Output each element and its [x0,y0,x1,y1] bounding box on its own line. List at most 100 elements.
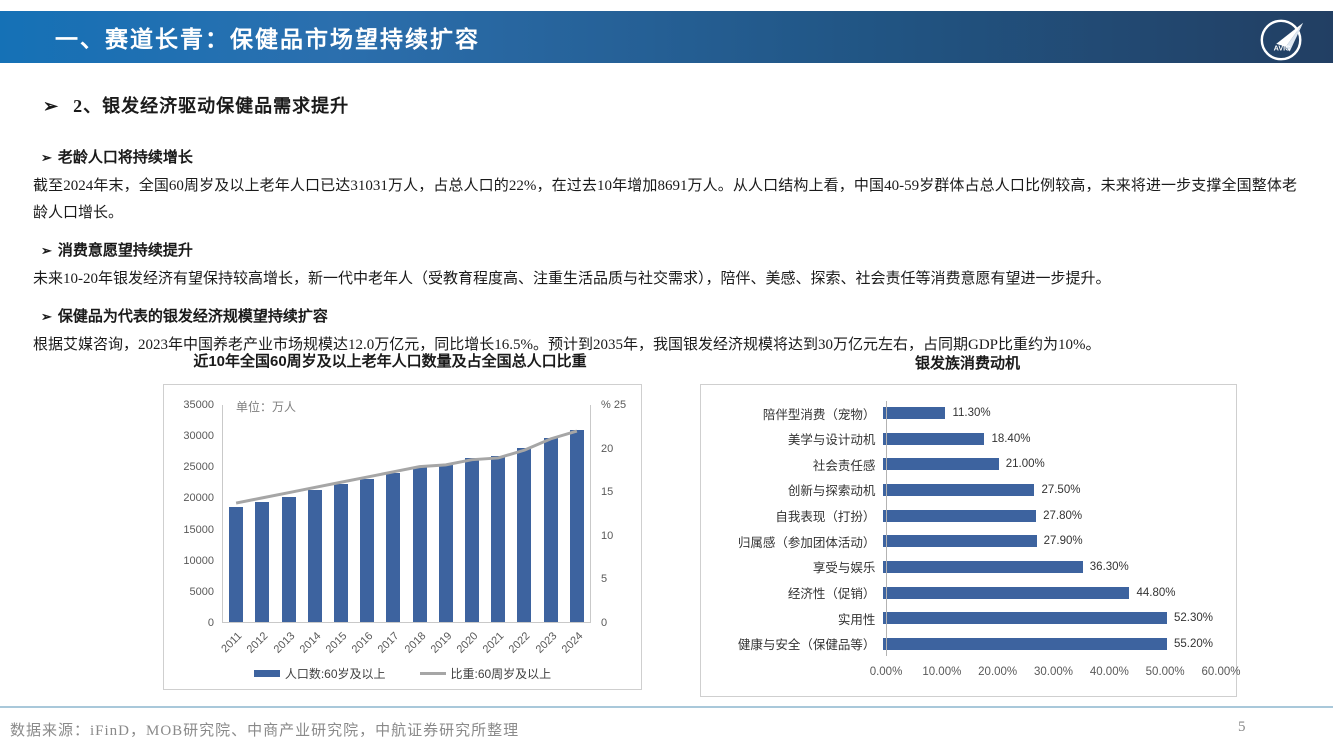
data-label: 55.20% [1173,637,1213,650]
x-axis-tick-label: 50.00% [1145,666,1185,678]
x-axis-tick-label: 2020 [454,630,481,656]
motivation-bar [883,586,1130,599]
data-label: 44.80% [1136,586,1176,599]
y-axis-tick: 15 [601,486,614,499]
x-axis-tick-label: 2021 [480,630,507,656]
subsection-body: 截至2024年末，全国60周岁及以上老年人口已达31031万人，占总人口的22%… [33,178,1297,221]
category-label: 创新与探索动机 [787,484,876,499]
x-axis-tick-label: 2017 [376,630,402,656]
data-label: 36.30% [1089,560,1129,573]
motivation-bar [883,483,1035,496]
page-title: 一、赛道长青：保健品市场望持续扩容 [55,27,480,52]
y-axis-tick: 5000 [189,585,214,598]
bar-track: 27.50% [883,483,1213,496]
motivation-bar [883,535,1037,548]
data-label: 27.80% [1043,509,1083,522]
bar-track: 27.80% [883,509,1213,522]
arrow-bullet-icon: ➢ [43,96,60,116]
x-axis-tick-label: 30.00% [1033,666,1074,678]
motivation-bar [883,637,1167,650]
x-axis-tick-label: 2024 [559,630,586,656]
y-axis-tick: % 25 [601,399,627,411]
subsection-heading-text: 消费意愿望持续提升 [57,243,193,259]
left-chart-y-axis-right: % 25 20 15 10 5 0 [595,399,637,629]
consumption-motivation-chart: 陪伴型消费（宠物） 11.30% 美学与设计动机 18.40% 社会责任感 21.00% 创… [700,384,1241,697]
legend-item-population: 人口数:60岁及以上 [253,665,386,682]
left-chart-legend: 人口数:60岁及以上 比重:60周岁及以上 [164,665,641,682]
y-axis-tick: 10 [601,529,614,542]
population-bar [517,448,532,622]
y-axis-tick: 20000 [183,492,214,505]
x-axis-tick-label: 2016 [349,630,376,656]
motivation-row: 经济性（促销） 44.80% [713,581,1213,605]
population-bar [255,501,270,622]
x-axis-tick-label: 2014 [297,630,324,656]
subsection-heading: ➢ 老龄人口将持续增长 [41,146,1297,167]
y-axis-tick: 20 [601,442,614,455]
bar-track: 36.30% [883,560,1213,573]
population-bar-line-chart: 单位：万人 35000 30000 25000 20000 15000 10000 5000… [163,384,642,690]
y-axis-tick: 0 [207,617,214,629]
y-axis-tick: 25000 [183,461,214,474]
arrow-bullet-icon: ➢ [41,309,52,324]
x-axis-tick-label: 2013 [271,630,298,656]
subsection-body: 根据艾媒咨询，2023年中国养老产业市场规模达12.0万亿元，同比增长16.5%… [33,337,1101,353]
x-axis-tick-label: 60.00% [1201,666,1241,678]
y-axis-tick: 35000 [183,399,214,411]
population-bar [229,507,244,622]
data-label: 27.50% [1041,483,1081,496]
motivation-row: 陪伴型消费（宠物） 11.30% [713,401,1213,425]
population-bar [491,456,506,622]
bar-track: 27.90% [883,535,1213,548]
bar-track: 55.20% [883,637,1213,650]
right-chart-x-axis: 0.00% 10.00% 20.00% 30.00% 40.00% 50.00% 60.00… [870,666,1241,682]
subsection-heading: ➢ 保健品为代表的银发经济规模望持续扩容 [41,305,1297,326]
population-bar [281,496,296,622]
y-axis-tick: 5 [601,573,608,586]
right-chart-title: 银发族消费动机 [914,355,1020,372]
category-label: 享受与娱乐 [812,561,876,576]
data-label: 21.00% [1005,458,1045,471]
y-axis-tick: 30000 [183,430,214,443]
motivation-row: 享受与娱乐 36.30% [713,555,1213,579]
motivation-row: 自我表现（打扮） 27.80% [713,504,1213,528]
subsection-heading-text: 保健品为代表的银发经济规模望持续扩容 [57,309,328,325]
subsection-consumption-willingness: ➢ 消费意愿望持续提升 未来10-20年银发经济有望保持较高增长，新一代中老年人（… [33,239,1297,293]
arrow-bullet-icon: ➢ [41,150,52,165]
data-label: 52.30% [1173,612,1213,625]
bar-track: 21.00% [883,458,1213,471]
bar-legend-swatch [253,670,280,677]
category-label: 美学与设计动机 [787,433,876,448]
population-bars [223,405,590,622]
category-label: 实用性 [837,612,876,627]
data-label: 11.30% [952,407,991,419]
category-label: 陪伴型消费（宠物） [762,407,876,422]
x-axis-tick-label: 2011 [219,630,245,656]
avic-logo-icon: AVIC [1260,19,1304,61]
subsection-aging-population: ➢ 老龄人口将持续增长 截至2024年末，全国60周岁及以上老年人口已达31031… [33,146,1297,227]
y-axis-tick: 0 [601,617,608,629]
population-bar [333,484,348,622]
x-axis-tick-label: 2015 [323,630,350,656]
category-label: 社会责任感 [812,458,876,473]
motivation-row: 社会责任感 21.00% [713,452,1213,476]
legend-label: 比重:60周岁及以上 [450,667,552,681]
motivation-row: 健康与安全（保健品等） 55.20% [713,632,1213,656]
x-axis-tick-label: 2018 [402,630,429,656]
content-area: ➢ 2、银发经济驱动保健品需求提升 ➢ 老龄人口将持续增长 截至2024年末，全国6… [33,92,1297,359]
population-bar [464,458,479,622]
bar-track: 52.30% [883,612,1213,625]
population-bar [438,464,453,622]
right-chart-axis-line [886,401,887,656]
x-axis-tick-label: 2019 [428,630,455,656]
legend-label: 人口数:60岁及以上 [284,667,386,681]
motivation-bar [883,458,999,471]
motivation-bar [883,432,985,445]
arrow-bullet-icon: ➢ [41,243,52,258]
subsection-silver-economy-scale: ➢ 保健品为代表的银发经济规模望持续扩容 根据艾媒咨询，2023年中国养老产业市场… [33,305,1297,359]
population-bar [360,478,375,622]
population-bar [386,472,401,622]
section-main-heading: ➢ 2、银发经济驱动保健品需求提升 [43,92,1297,118]
category-label: 健康与安全（保健品等） [737,638,876,653]
